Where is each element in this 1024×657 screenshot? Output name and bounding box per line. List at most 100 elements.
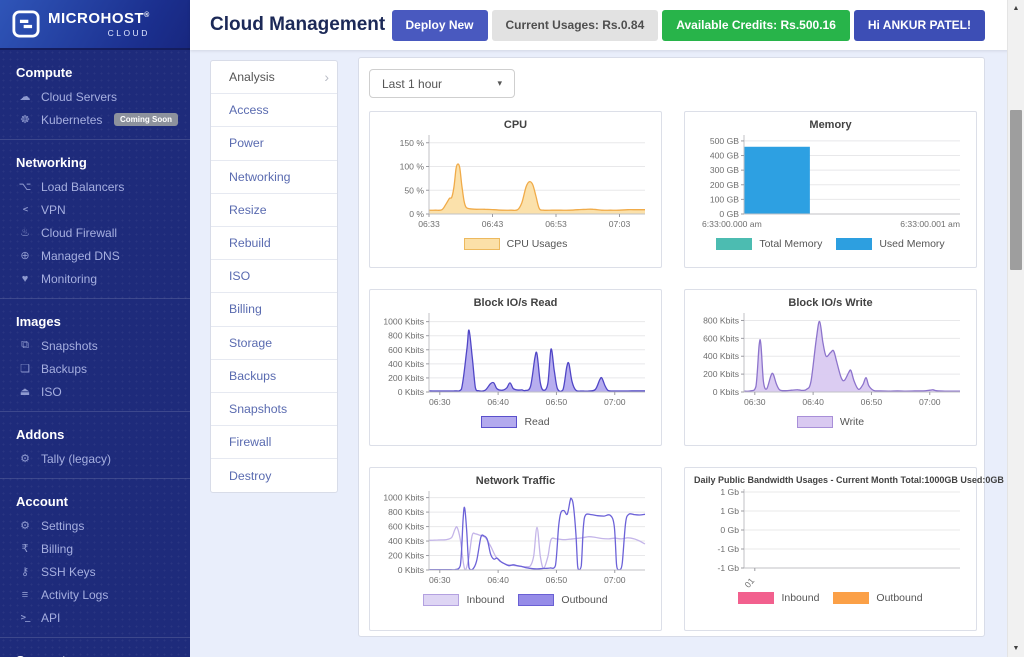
svg-text:100 %: 100 % [400,162,425,172]
sidebar-item-monitoring[interactable]: ♥ Monitoring [0,267,190,290]
chart-card-cpu: CPU 0 % 50 % 100 % 150 % 06:33 06:43 06:53 07:03… [369,111,662,268]
sidebar-item-vpn[interactable]: < VPN [0,198,190,221]
svg-text:100 GB: 100 GB [710,194,739,204]
sidebar-item-iso[interactable]: ⏏ ISO [0,380,190,403]
page-title: Cloud Management [210,14,386,35]
tab-storage[interactable]: Storage [211,327,337,360]
memory-chart: 0 GB 100 GB 200 GB 300 GB 400 GB 500 GB 6:33:0… [702,135,960,229]
tab-billing[interactable]: Billing [211,293,337,327]
list-icon: ≡ [21,588,29,601]
tab-power[interactable]: Power [211,127,337,161]
iso-icon: ⏏ [19,386,31,398]
sidebar-item-label: Load Balancers [41,179,125,194]
vpn-share-icon: < [22,204,28,215]
sidebar-item-settings[interactable]: ⚙ Settings [0,514,190,537]
svg-text:200 GB: 200 GB [710,180,739,190]
user-menu-button[interactable]: Hi ANKUR PATEL! [853,9,985,41]
svg-text:01: 01 [743,576,757,590]
svg-text:200 Kbits: 200 Kbits [388,373,424,383]
svg-text:06:40: 06:40 [802,397,824,407]
sidebar-item-snapshots[interactable]: ⧉ Snapshots [0,334,190,357]
sidebar-item-cloud-firewall[interactable]: ♨ Cloud Firewall [0,221,190,244]
sidebar-section-images: Images ⧉ Snapshots ❏ Backups ⏏ ISO [0,299,190,412]
sidebar-item-managed-dns[interactable]: ⊕ Managed DNS [0,244,190,267]
header-buttons: Deploy New Current Usages: Rs.0.84 Avail… [391,9,985,41]
sidebar-item-tally-legacy[interactable]: ⚙ Tally (legacy) [0,447,190,470]
sidebar-item-api[interactable]: >_ API [0,606,190,629]
coming-soon-badge: Coming Soon [114,113,178,126]
sidebar-item-label: Snapshots [41,338,98,353]
sidebar-sections: Compute ☁ Cloud Servers ☸ Kubernetes Coming S… [0,50,190,657]
main-area: Cloud Management Deploy New Current Usag… [190,0,1024,657]
svg-text:1000 Kbits: 1000 Kbits [383,493,424,503]
chart-card-block-io-write: Block IO/s Write 0 Kbits 200 Kbits 400 Kbit… [684,289,977,446]
svg-text:50 %: 50 % [404,185,424,195]
sidebar-item-activity-logs[interactable]: ≡ Activity Logs [0,583,190,606]
chart-title: Network Traffic [475,475,556,487]
scroll-up-button[interactable]: ▲ [1012,5,1020,12]
caret-down-icon: ▾ [497,78,502,88]
tab-rebuild[interactable]: Rebuild [211,227,337,261]
top-header: Cloud Management Deploy New Current Usag… [190,0,1024,50]
scrollbar-thumb[interactable] [1010,110,1022,270]
sidebar-item-label: Kubernetes [41,112,103,127]
svg-text:06:30: 06:30 [744,397,766,407]
tab-firewall[interactable]: Firewall [211,426,337,460]
svg-text:1 Gb: 1 Gb [720,487,739,497]
time-range-select[interactable]: Last 1 hour ▾ [369,69,515,98]
legend-label: Used Memory [879,238,945,250]
sidebar-section-title: Images [16,314,61,329]
legend-item-cpu-usages: CPU Usages [463,238,567,250]
tab-iso[interactable]: ISO [211,260,337,294]
brand-registered-mark: ® [144,11,150,19]
tab-networking[interactable]: Networking [211,161,337,194]
chart-legend: Read [379,416,652,428]
legend-swatch [481,416,518,428]
snapshots-icon: ⧉ [21,339,29,351]
svg-text:400 GB: 400 GB [710,151,739,161]
svg-text:800 Kbits: 800 Kbits [388,507,424,517]
sidebar-section-title: Networking [16,155,87,170]
deploy-new-button[interactable]: Deploy New [391,9,488,41]
tab-access[interactable]: Access [211,94,337,128]
legend-label: Total Memory [759,238,823,250]
server-tabs: Analysis › Access Power Networking Resize Rebu… [210,60,338,494]
tab-analysis[interactable]: Analysis › [211,61,337,95]
sidebar-item-load-balancers[interactable]: ⌥ Load Balancers [0,175,190,198]
key-icon: ⚷ [20,566,30,578]
tab-snapshots[interactable]: Snapshots [211,393,337,427]
sidebar-item-label: SSH Keys [41,564,96,579]
scroll-down-button[interactable]: ▼ [1012,645,1020,652]
svg-text:06:53: 06:53 [545,219,567,229]
sidebar-item-label: VPN [41,202,66,217]
sidebar-item-label: Cloud Servers [41,89,118,104]
svg-text:0 Gb: 0 Gb [720,525,739,535]
tab-backups[interactable]: Backups [211,360,337,393]
chart-title: Daily Public Bandwidth Usages - Current … [694,475,1004,485]
sidebar-section-compute: Compute ☁ Cloud Servers ☸ Kubernetes Coming S… [0,50,190,140]
tab-resize[interactable]: Resize [211,194,337,227]
legend-item-inbound: Inbound [738,592,819,604]
svg-text:0 %: 0 % [409,209,424,219]
sidebar-item-cloud-servers[interactable]: ☁ Cloud Servers [0,85,190,108]
available-credits-button[interactable]: Available Credits: Rs.500.16 [662,9,850,41]
sidebar-item-kubernetes[interactable]: ☸ Kubernetes Coming Soon [0,108,190,131]
window-scrollbar[interactable]: ▲ ▼ [1007,0,1024,657]
svg-text:200 Kbits: 200 Kbits [388,551,424,561]
sidebar-item-backups[interactable]: ❏ Backups [0,357,190,380]
chevron-right-icon: › [324,69,329,86]
chart-title: Block IO/s Read [473,297,558,309]
brand-logo[interactable]: MICROHOST® CLOUD [0,0,190,50]
chart-card-block-io-read: Block IO/s Read 0 Kbits 200 Kbits 400 Kbits… [369,289,662,446]
sidebar-item-label: Tally (legacy) [41,451,112,466]
analysis-panel: Last 1 hour ▾ CPU 0 % 50 % 100 % 150 % 06:33 0… [358,57,1004,637]
svg-text:500 GB: 500 GB [710,136,739,146]
svg-text:07:00: 07:00 [604,575,626,585]
chart-grid: CPU 0 % 50 % 100 % 150 % 06:33 06:43 06:53 07:03… [369,111,1004,631]
firewall-icon: ♨ [20,227,30,239]
tab-destroy[interactable]: Destroy [211,459,337,492]
sidebar-item-billing[interactable]: ₹ Billing [0,537,190,560]
sidebar-item-ssh-keys[interactable]: ⚷ SSH Keys [0,560,190,583]
microhost-logo-icon [12,10,40,38]
legend-swatch [518,594,555,606]
